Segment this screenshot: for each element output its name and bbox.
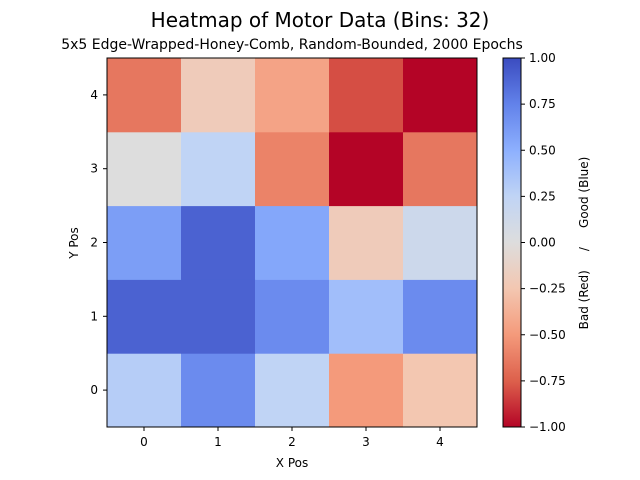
chart-title: Heatmap of Motor Data (Bins: 32): [151, 8, 490, 32]
heatmap-cell-x4-y4: [403, 58, 478, 133]
heatmap-cell-x2-y4: [255, 58, 330, 133]
heatmap-cell-x3-y4: [329, 58, 404, 133]
heatmap-cell-x0-y1: [107, 279, 182, 354]
heatmap-cell-x0-y0: [107, 353, 182, 428]
y-tick-label: 3: [90, 162, 98, 176]
heatmap-cell-x3-y1: [329, 279, 404, 354]
heatmap-cell-x0-y3: [107, 131, 182, 207]
heatmap-cell-x3-y3: [329, 131, 404, 207]
heatmap-cell-x2-y3: [255, 131, 330, 207]
heatmap-cell-x1-y2: [181, 205, 256, 280]
heatmap-cell-x1-y0: [181, 353, 256, 428]
heatmap-cell-x2-y0: [255, 353, 330, 428]
heatmap-cell-x0-y4: [107, 58, 182, 133]
y-tick-label: 4: [90, 88, 98, 102]
heatmap-cell-x2-y2: [255, 205, 330, 280]
heatmap-cell-x1-y1: [181, 279, 256, 354]
colorbar-tick-label: −1.00: [529, 420, 566, 434]
heatmap-cell-x1-y3: [181, 131, 256, 207]
heatmap-cell-x1-y4: [181, 58, 256, 133]
colorbar-tick-label: 0.00: [529, 236, 556, 250]
heatmap-cell-x2-y1: [255, 279, 330, 354]
x-tick-label: 4: [436, 435, 444, 449]
heatmap-cell-x4-y1: [403, 279, 478, 354]
heatmap-cells: [107, 58, 478, 428]
x-tick-label: 2: [288, 435, 296, 449]
colorbar-label: Bad (Red) / Good (Blue): [577, 157, 591, 330]
x-axis-ticks: 0 1 2 3 4: [140, 427, 444, 449]
y-axis-ticks: 0 1 2 3 4: [90, 88, 107, 397]
x-tick-label: 1: [214, 435, 222, 449]
colorbar-tick-label: 0.50: [529, 143, 556, 157]
heatmap-cell-x4-y3: [403, 131, 478, 207]
heatmap-cell-x4-y0: [403, 353, 478, 428]
heatmap-cell-x3-y2: [329, 205, 404, 280]
colorbar-ticks: 1.00 0.75 0.50 0.25 0.00 −0.25 −0.50 −0.75 −1.00: [521, 51, 566, 434]
x-tick-label: 3: [362, 435, 370, 449]
colorbar-tick-label: −0.75: [529, 374, 566, 388]
y-tick-label: 2: [90, 236, 98, 250]
colorbar-tick-label: −0.25: [529, 282, 566, 296]
x-axis-label: X Pos: [276, 456, 308, 470]
chart-subtitle: 5x5 Edge-Wrapped-Honey-Comb, Random-Boun…: [61, 37, 523, 53]
colorbar-tick-label: −0.50: [529, 328, 566, 342]
colorbar: [503, 58, 521, 427]
colorbar-tick-label: 0.25: [529, 189, 556, 203]
colorbar-tick-label: 1.00: [529, 51, 556, 65]
y-tick-label: 1: [90, 309, 98, 323]
y-tick-label: 0: [90, 383, 98, 397]
heatmap-cell-x3-y0: [329, 353, 404, 428]
colorbar-tick-label: 0.75: [529, 97, 556, 111]
heatmap-cell-x4-y2: [403, 205, 478, 280]
y-axis-label: Y Pos: [67, 227, 81, 260]
heatmap-cell-x0-y2: [107, 205, 182, 280]
x-tick-label: 0: [140, 435, 148, 449]
